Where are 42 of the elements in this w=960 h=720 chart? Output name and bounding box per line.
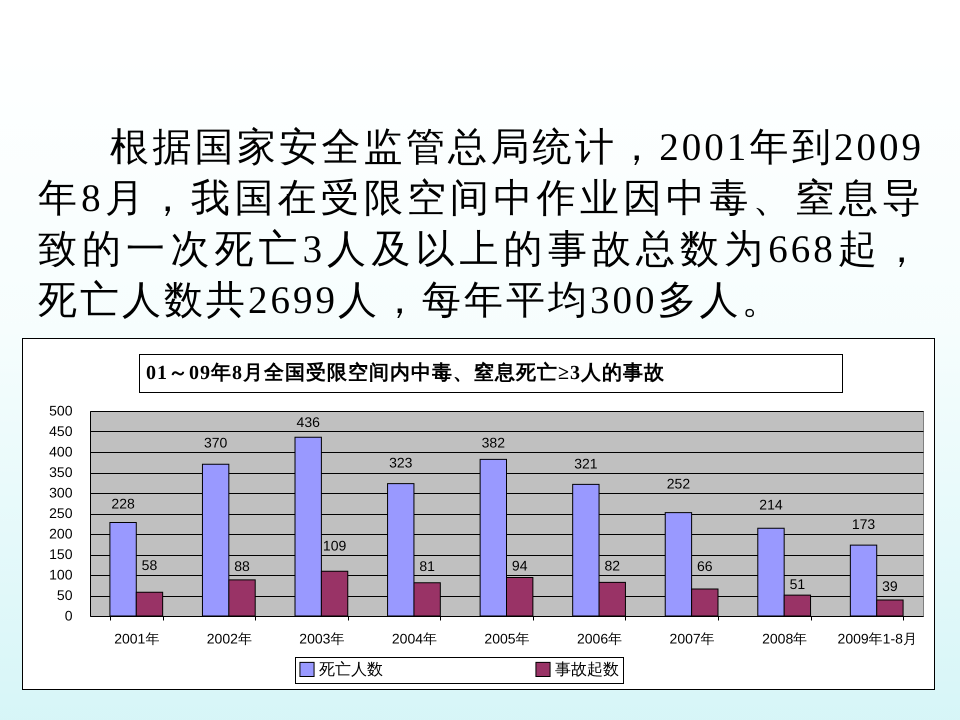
data-label: 94 [512,557,528,574]
data-label: 436 [296,414,320,430]
data-label: 82 [604,557,620,574]
data-label: 214 [759,496,783,512]
y-tick-label: 250 [49,505,73,521]
y-tick-label: 400 [49,444,73,460]
data-label: 88 [234,558,250,574]
x-tick-label: 2009年1-8月 [838,630,917,646]
data-label: 252 [666,476,690,492]
legend-label: 死亡人数 [319,659,383,678]
x-tick-label: 2005年 [484,630,530,646]
x-tick-label: 2001年 [114,630,160,646]
x-tick-label: 2008年 [762,630,808,646]
x-tick-label: 2006年 [576,630,622,646]
data-label: 109 [322,537,346,554]
y-tick-label: 50 [56,587,73,603]
y-tick-label: 450 [49,423,73,439]
data-label: 51 [790,576,806,592]
data-label: 382 [482,434,506,450]
y-tick-label: 100 [49,566,73,582]
y-tick-label: 300 [49,484,73,500]
x-tick-label: 2002年 [206,630,252,646]
y-tick-label: 150 [49,546,73,562]
data-label: 58 [142,557,158,574]
y-tick-label: 350 [49,464,73,480]
text: 根据国家安全监管总局统计，2001年到2009年8月，我国在受限空间中作业因中毒、窒息导致的一次死亡3人及以上的事故总数为668起，死亡人数共2699人，每年平均300多人。 [38,125,924,324]
legend-label: 事故起数 [555,659,619,678]
data-label: 66 [697,558,713,574]
data-label: 370 [204,434,228,450]
data-label: 39 [882,578,898,594]
data-label: 321 [574,455,598,472]
y-tick-label: 0 [64,608,73,624]
x-tick-label: 2003年 [299,630,344,646]
chart-title: 01～09年8月全国受限空间内中毒、窒息死亡≥3人的事故 [146,360,665,386]
data-label: 81 [419,558,436,574]
x-tick-label: 2004年 [392,630,438,646]
x-tick-label: 2007年 [670,630,715,646]
data-label: 323 [389,454,413,471]
y-tick-label: 500 [49,402,73,418]
data-label: 173 [852,516,876,532]
y-tick-label: 200 [49,526,73,542]
data-label: 228 [111,496,135,512]
